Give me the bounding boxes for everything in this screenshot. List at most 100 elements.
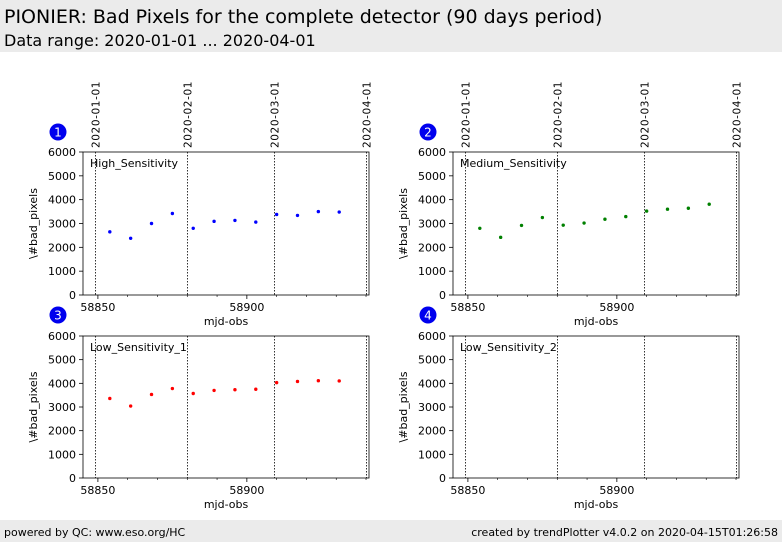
data-point <box>295 213 300 218</box>
data-point <box>108 230 112 234</box>
page-footer: powered by QC: www.eso.org/HC created by… <box>0 520 782 542</box>
y-tick-label: 0 <box>439 472 446 485</box>
series-label: Low_Sensitivity_1 <box>90 341 187 354</box>
x-tick-label: 58900 <box>229 301 264 314</box>
date-marker-label: 2020-02-01 <box>553 81 565 148</box>
plot-frame <box>82 151 370 296</box>
data-point <box>498 235 503 240</box>
y-tick-label: 2000 <box>418 241 446 254</box>
panel-number-badge <box>49 306 67 324</box>
data-point <box>108 396 112 401</box>
data-point <box>170 386 175 391</box>
y-tick-label: 4000 <box>418 377 446 390</box>
data-point <box>191 391 195 396</box>
x-axis-label: mjd-obs <box>574 498 619 511</box>
data-point <box>582 221 586 225</box>
x-tick-label: 58850 <box>80 484 115 497</box>
data-point <box>191 226 195 230</box>
data-point <box>149 221 154 226</box>
data-point <box>274 212 279 217</box>
date-marker-label: 2020-01-01 <box>91 81 103 148</box>
y-tick-label: 1000 <box>48 265 76 278</box>
series-label: Medium_Sensitivity <box>460 157 567 170</box>
panel-number-label: 2 <box>424 126 432 140</box>
data-point <box>128 236 133 240</box>
y-tick-label: 1000 <box>418 448 446 461</box>
x-tick-label: 58900 <box>599 484 634 497</box>
x-axis-label: mjd-obs <box>574 315 619 328</box>
y-axis-label: \#bad_pixels <box>27 188 40 259</box>
y-tick-label: 3000 <box>418 218 446 231</box>
panel-number-label: 4 <box>424 309 432 323</box>
date-marker-label: 2020-04-01 <box>362 81 374 148</box>
y-tick-label: 0 <box>439 289 446 302</box>
y-tick-label: 3000 <box>48 401 76 414</box>
date-marker-label: 2020-03-01 <box>640 81 652 148</box>
panel-number-badge <box>419 306 437 324</box>
date-marker-label: 2020-03-01 <box>270 81 282 148</box>
data-point <box>316 209 321 214</box>
data-point <box>519 223 524 228</box>
plot-frame <box>82 335 370 479</box>
x-tick-label: 58850 <box>450 484 485 497</box>
x-tick-label: 58850 <box>80 301 115 314</box>
data-point <box>316 379 321 383</box>
y-tick-label: 5000 <box>418 170 446 183</box>
data-point <box>707 202 711 206</box>
x-tick-label: 58850 <box>450 301 485 314</box>
x-tick-label: 58900 <box>229 484 264 497</box>
data-point <box>686 206 691 210</box>
data-point <box>561 223 565 227</box>
page-title: PIONIER: Bad Pixels for the complete det… <box>4 6 603 28</box>
y-tick-label: 4000 <box>48 194 76 207</box>
data-point <box>603 217 607 221</box>
data-point <box>540 215 545 220</box>
data-point <box>624 214 628 219</box>
data-point <box>212 388 216 393</box>
y-tick-label: 1000 <box>418 265 446 278</box>
y-axis-label: \#bad_pixels <box>27 371 40 442</box>
plot-frame <box>452 335 740 479</box>
footer-created-by: created by trendPlotter v4.0.2 on 2020-0… <box>471 526 778 539</box>
data-point <box>212 219 216 224</box>
y-tick-label: 2000 <box>418 425 446 438</box>
panel-number-label: 3 <box>54 309 62 323</box>
data-point <box>233 218 237 223</box>
data-range-subtitle: Data range: 2020-01-01 ... 2020-04-01 <box>4 31 316 50</box>
footer-credit: powered by QC: www.eso.org/HC <box>4 526 186 539</box>
y-tick-label: 2000 <box>48 241 76 254</box>
y-tick-label: 5000 <box>48 354 76 367</box>
date-marker-label: 2020-01-01 <box>461 81 473 148</box>
series-label: Low_Sensitivity_2 <box>460 341 557 354</box>
y-tick-label: 0 <box>69 472 76 485</box>
y-tick-label: 4000 <box>418 194 446 207</box>
data-point <box>128 404 133 408</box>
page-header: PIONIER: Bad Pixels for the complete det… <box>0 0 782 52</box>
y-tick-label: 0 <box>69 289 76 302</box>
panel-number-badge <box>49 123 67 141</box>
y-axis-label: \#bad_pixels <box>397 371 410 442</box>
data-point <box>295 379 300 384</box>
y-tick-label: 4000 <box>48 377 76 390</box>
y-tick-label: 3000 <box>418 401 446 414</box>
panel-number-badge <box>419 123 437 141</box>
x-axis-label: mjd-obs <box>204 498 249 511</box>
y-tick-label: 5000 <box>418 354 446 367</box>
y-tick-label: 2000 <box>48 425 76 438</box>
series-label: High_Sensitivity <box>90 157 179 170</box>
data-point <box>274 380 279 385</box>
data-point <box>254 220 258 224</box>
data-point <box>337 379 341 383</box>
data-point <box>233 388 237 392</box>
data-point <box>337 210 341 214</box>
x-tick-label: 58900 <box>599 301 634 314</box>
panel-number-label: 1 <box>54 126 62 140</box>
y-tick-label: 1000 <box>48 448 76 461</box>
date-marker-label: 2020-02-01 <box>183 81 195 148</box>
data-point <box>149 392 154 397</box>
y-tick-label: 6000 <box>418 330 446 343</box>
chart-panel-1: 1 2020-01-01 2020-02-01 2020-03-01 2020-04-0… <box>27 81 374 328</box>
y-tick-label: 6000 <box>48 330 76 343</box>
